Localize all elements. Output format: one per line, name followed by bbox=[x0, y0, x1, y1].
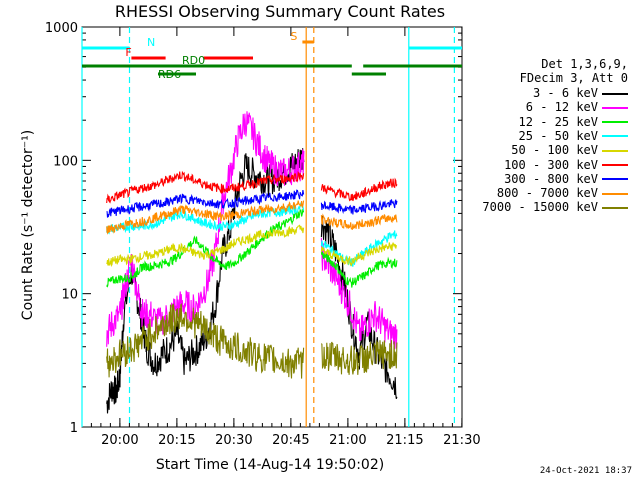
legend-item: 3 - 6 keV bbox=[533, 86, 628, 100]
event-bar-label: RD0 bbox=[182, 54, 205, 67]
legend-label: 300 - 800 keV bbox=[504, 171, 598, 186]
y-tick-label: 100 bbox=[53, 154, 78, 169]
series-line bbox=[106, 208, 398, 288]
event-bar-label: F bbox=[125, 46, 131, 59]
legend-swatch bbox=[602, 106, 628, 109]
legend-header-2: FDecim 3, Att 0 bbox=[519, 71, 628, 85]
series-line bbox=[106, 189, 398, 218]
legend-item: 6 - 12 keV bbox=[526, 100, 628, 114]
event-bar-label: S bbox=[290, 30, 297, 43]
x-tick-label: 21:00 bbox=[329, 433, 366, 448]
legend-label: 7000 - 15000 keV bbox=[482, 200, 598, 215]
legend-item: 100 - 300 keV bbox=[504, 158, 628, 172]
legend-item: 800 - 7000 keV bbox=[497, 186, 628, 200]
legend-label: 12 - 25 keV bbox=[518, 114, 598, 129]
legend-label: 6 - 12 keV bbox=[525, 100, 598, 115]
legend-label: 3 - 6 keV bbox=[532, 86, 598, 100]
legend-item: 50 - 100 keV bbox=[511, 143, 628, 157]
y-tick-label: 10 bbox=[61, 288, 78, 303]
series-line bbox=[106, 224, 397, 268]
x-axis-label: Start Time (14-Aug-14 19:50:02) bbox=[155, 457, 385, 473]
legend-swatch bbox=[602, 121, 628, 124]
series-line bbox=[106, 111, 398, 350]
x-tick-label: 21:30 bbox=[443, 433, 480, 448]
event-bar-label: N bbox=[147, 36, 155, 49]
legend-header-1: Det 1,3,6,9, bbox=[541, 57, 628, 71]
event-bar-label: RD6 bbox=[158, 68, 181, 81]
x-tick-label: 20:00 bbox=[101, 433, 138, 448]
legend-swatch bbox=[602, 206, 628, 209]
footer-date: 24-Oct-2021 18:37 bbox=[539, 466, 632, 476]
chart-title: RHESSI Observing Summary Count Rates bbox=[114, 2, 446, 21]
legend-item: 25 - 50 keV bbox=[519, 129, 628, 143]
y-tick-label: 1 bbox=[70, 421, 78, 436]
legend-item: 12 - 25 keV bbox=[519, 115, 628, 129]
legend-swatch bbox=[602, 135, 628, 138]
legend-item: 300 - 800 keV bbox=[504, 172, 628, 186]
legend-label: 100 - 300 keV bbox=[504, 157, 598, 172]
y-tick-label: 1000 bbox=[45, 21, 78, 36]
x-tick-label: 20:45 bbox=[272, 433, 309, 448]
legend-swatch bbox=[602, 192, 628, 195]
x-tick-label: 21:15 bbox=[386, 433, 423, 448]
series-line bbox=[106, 200, 398, 235]
legend-label: 25 - 50 keV bbox=[518, 128, 598, 143]
series-line bbox=[106, 303, 398, 379]
legend-swatch bbox=[602, 149, 628, 152]
legend-swatch bbox=[602, 178, 628, 181]
x-tick-label: 20:15 bbox=[158, 433, 195, 448]
legend-item: 7000 - 15000 keV bbox=[482, 200, 628, 214]
x-tick-label: 20:30 bbox=[215, 433, 252, 448]
legend-swatch bbox=[602, 164, 628, 166]
legend-swatch bbox=[602, 92, 628, 95]
y-axis-label: Count Rate (s⁻¹ detector⁻¹) bbox=[20, 129, 36, 321]
series-line bbox=[106, 170, 398, 204]
legend-label: 50 - 100 keV bbox=[511, 143, 598, 158]
legend-label: 800 - 7000 keV bbox=[496, 186, 598, 201]
